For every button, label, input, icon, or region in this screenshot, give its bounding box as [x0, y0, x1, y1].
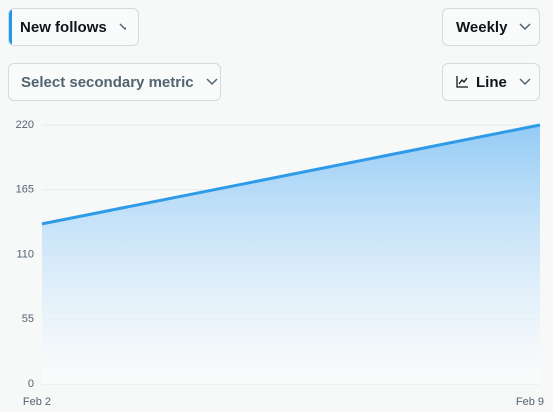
chart-style-dropdown[interactable]: Line	[442, 63, 540, 101]
chevron	[119, 23, 126, 31]
period-dropdown[interactable]: Weekly	[442, 8, 540, 46]
y-tick-label: 55	[22, 313, 34, 325]
y-tick-label: 220	[16, 119, 34, 131]
primary-metric-label: New follows	[20, 18, 107, 36]
y-tick-label: 0	[28, 378, 34, 390]
line	[41, 123, 541, 226]
period-label: Weekly	[456, 18, 508, 36]
accent-bar	[9, 9, 13, 45]
y-tick-label: 165	[16, 184, 34, 196]
chart-style-label: Line	[476, 73, 507, 91]
y-tick-label: 110	[16, 248, 34, 260]
secondary-metric-label: Select secondary metric	[21, 73, 194, 91]
area-fill	[42, 125, 540, 384]
x-tick-label: Feb 2	[23, 396, 51, 408]
x-tick-label: Feb 9	[516, 396, 544, 408]
chevron	[519, 23, 531, 31]
secondary-metric-dropdown[interactable]: Select secondary metric	[8, 63, 221, 101]
chevron	[206, 78, 218, 86]
primary-metric-dropdown[interactable]: New follows	[8, 8, 139, 46]
chevron	[519, 78, 531, 86]
line-icon	[456, 76, 468, 88]
